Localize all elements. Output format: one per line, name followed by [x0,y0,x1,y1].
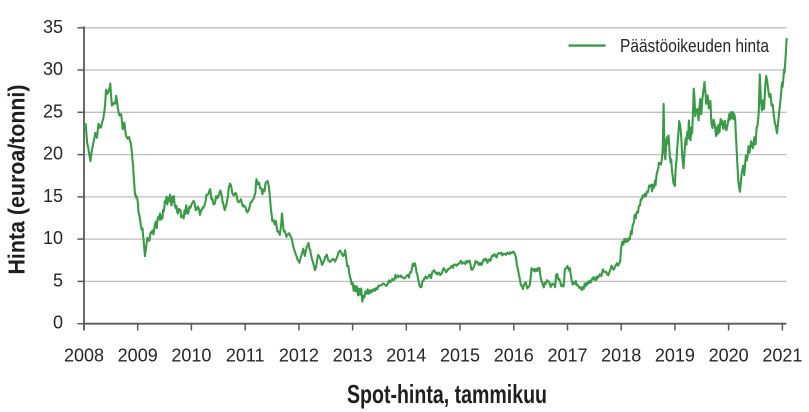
svg-text:20: 20 [43,144,63,164]
svg-text:35: 35 [43,17,63,37]
svg-text:2014: 2014 [386,346,426,366]
svg-text:15: 15 [43,186,63,206]
svg-text:2019: 2019 [655,346,695,366]
svg-text:2020: 2020 [709,346,749,366]
svg-text:Hinta (euroa/tonni): Hinta (euroa/tonni) [4,85,30,275]
svg-text:2015: 2015 [440,346,480,366]
svg-text:2021: 2021 [762,346,802,366]
svg-text:5: 5 [53,270,63,290]
svg-text:Päästöoikeuden hinta: Päästöoikeuden hinta [620,36,770,56]
svg-text:Spot-hinta, tammikuu: Spot-hinta, tammikuu [347,379,547,409]
svg-text:2008: 2008 [64,346,104,366]
svg-text:25: 25 [43,101,63,121]
svg-text:0: 0 [53,313,63,333]
svg-text:2011: 2011 [226,346,265,366]
svg-text:2018: 2018 [601,346,641,366]
svg-text:2009: 2009 [118,346,158,366]
svg-text:2017: 2017 [547,346,587,366]
svg-text:2013: 2013 [333,346,373,366]
svg-text:2010: 2010 [171,346,211,366]
svg-text:2012: 2012 [279,346,319,366]
svg-text:10: 10 [43,228,63,248]
svg-text:2016: 2016 [494,346,534,366]
svg-text:30: 30 [43,59,63,79]
